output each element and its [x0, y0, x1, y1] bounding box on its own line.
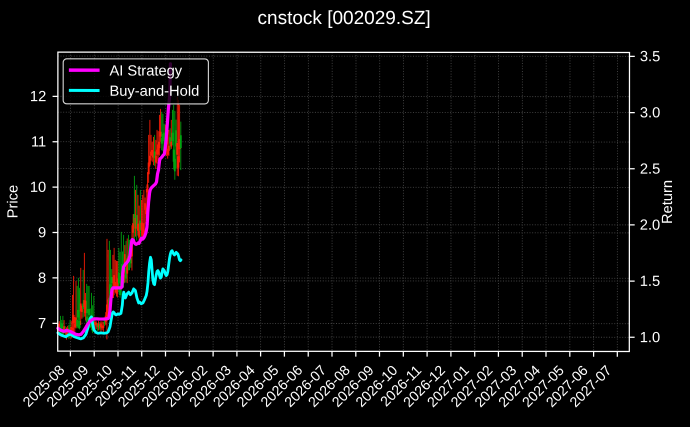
- svg-text:11: 11: [31, 135, 46, 151]
- svg-text:2.0: 2.0: [640, 218, 660, 234]
- svg-text:Return: Return: [660, 180, 676, 224]
- svg-text:7: 7: [38, 316, 46, 332]
- svg-text:1.5: 1.5: [640, 274, 660, 290]
- svg-text:8: 8: [38, 271, 46, 287]
- svg-text:3.5: 3.5: [640, 49, 660, 65]
- svg-text:Price: Price: [5, 185, 21, 218]
- svg-text:2.5: 2.5: [640, 162, 660, 178]
- svg-text:AI Strategy: AI Strategy: [109, 63, 182, 79]
- svg-text:1.0: 1.0: [640, 330, 660, 346]
- svg-text:9: 9: [38, 225, 46, 241]
- svg-text:cnstock [002029.SZ]: cnstock [002029.SZ]: [258, 8, 431, 29]
- svg-text:10: 10: [30, 180, 46, 196]
- svg-text:3.0: 3.0: [640, 105, 660, 121]
- svg-text:12: 12: [30, 89, 46, 105]
- svg-text:Buy-and-Hold: Buy-and-Hold: [109, 84, 199, 100]
